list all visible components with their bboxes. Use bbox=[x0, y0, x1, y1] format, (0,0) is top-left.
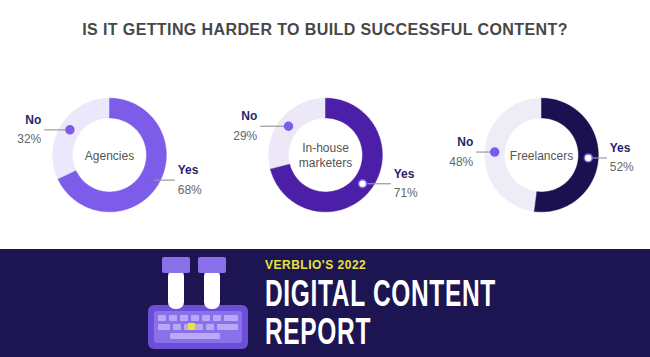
svg-text:Freelancers: Freelancers bbox=[510, 149, 573, 163]
svg-text:Yes: Yes bbox=[610, 141, 631, 155]
svg-text:In-housemarketers: In-housemarketers bbox=[299, 141, 352, 170]
svg-text:52%: 52% bbox=[610, 160, 634, 174]
svg-text:Yes: Yes bbox=[394, 167, 415, 181]
svg-text:32%: 32% bbox=[17, 132, 41, 146]
svg-text:29%: 29% bbox=[233, 129, 257, 143]
svg-text:Yes: Yes bbox=[178, 163, 199, 177]
svg-text:No: No bbox=[457, 135, 473, 149]
svg-text:48%: 48% bbox=[449, 155, 473, 169]
svg-text:Agencies: Agencies bbox=[85, 149, 134, 163]
html-text:VERBLIO'S 2022: VERBLIO'S 2022 bbox=[265, 258, 367, 272]
html-text:IS IT GETTING HARDER TO BUILD: IS IT GETTING HARDER TO BUILD SUCCESSFUL… bbox=[82, 21, 568, 38]
svg-text:71%: 71% bbox=[394, 186, 418, 200]
svg-text:No: No bbox=[241, 109, 257, 123]
svg-text:No: No bbox=[25, 113, 41, 127]
html-text:DIGITAL CONTENT REPORT: DIGITAL CONTENT REPORT bbox=[265, 273, 496, 352]
svg-text:68%: 68% bbox=[178, 183, 202, 197]
